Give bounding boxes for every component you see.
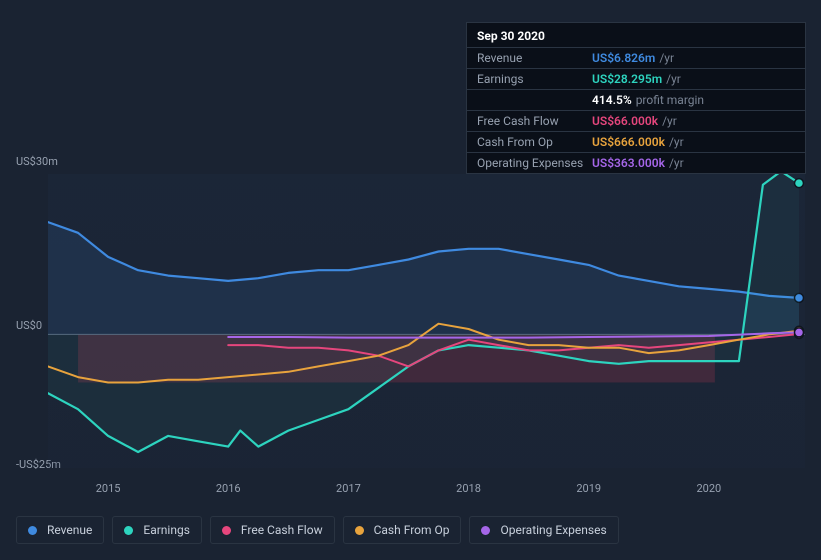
tooltip-label: Earnings [477, 72, 592, 86]
legend-item-cash-from-op[interactable]: Cash From Op [343, 516, 462, 544]
tooltip-row-cfo: Cash From Op US$666.000k /yr [467, 131, 805, 152]
legend-dot-icon [481, 526, 490, 535]
tooltip-date: Sep 30 2020 [467, 23, 805, 47]
legend-dot-icon [124, 526, 133, 535]
tooltip-unit: /yr [659, 51, 674, 65]
legend-label: Cash From Op [374, 523, 450, 537]
x-axis-tick: 2018 [456, 482, 481, 495]
x-axis-tick: 2019 [576, 482, 601, 495]
legend-label: Free Cash Flow [241, 523, 323, 537]
plot-area[interactable] [48, 174, 805, 468]
x-axis-labels: 2015 2016 2017 2018 2019 2020 [48, 482, 805, 498]
tooltip-row-earnings: Earnings US$28.295m /yr [467, 68, 805, 89]
y-axis-label-max: US$30m [16, 155, 66, 168]
legend-label: Operating Expenses [500, 523, 606, 537]
x-axis-tick: 2015 [96, 482, 121, 495]
tooltip-unit: profit margin [636, 93, 704, 107]
legend-item-revenue[interactable]: Revenue [16, 516, 104, 544]
line-chart-svg [48, 174, 805, 468]
legend-label: Earnings [143, 523, 190, 537]
legend-dot-icon [355, 526, 364, 535]
x-axis-tick: 2017 [336, 482, 361, 495]
tooltip-label: Free Cash Flow [477, 114, 592, 128]
tooltip-value: US$6.826m [592, 51, 655, 65]
tooltip-value: 414.5% [592, 93, 632, 107]
tooltip-unit: /yr [662, 114, 677, 128]
chart-legend: Revenue Earnings Free Cash Flow Cash From O… [16, 516, 619, 544]
tooltip-row-fcf: Free Cash Flow US$66.000k /yr [467, 110, 805, 131]
legend-label: Revenue [47, 523, 92, 537]
legend-dot-icon [222, 526, 231, 535]
tooltip-value: US$66.000k [592, 114, 658, 128]
tooltip-row-revenue: Revenue US$6.826m /yr [467, 47, 805, 68]
financials-chart[interactable]: US$30m US$0 -US$25m 20152016201720182019… [16, 155, 805, 475]
data-tooltip: Sep 30 2020 Revenue US$6.826m /yr Earnin… [466, 22, 806, 174]
tooltip-value: US$28.295m [592, 72, 662, 86]
tooltip-label: Revenue [477, 51, 592, 65]
tooltip-value: US$666.000k [592, 135, 665, 149]
legend-dot-icon [28, 526, 37, 535]
legend-item-earnings[interactable]: Earnings [112, 516, 202, 544]
tooltip-label: Cash From Op [477, 135, 592, 149]
tooltip-unit: /yr [666, 72, 681, 86]
x-axis-tick: 2020 [696, 482, 721, 495]
tooltip-unit: /yr [669, 135, 684, 149]
legend-item-operating-expenses[interactable]: Operating Expenses [469, 516, 618, 544]
x-axis-tick: 2016 [216, 482, 241, 495]
tooltip-row-profit-margin: 414.5% profit margin [467, 89, 805, 110]
legend-item-free-cash-flow[interactable]: Free Cash Flow [210, 516, 335, 544]
